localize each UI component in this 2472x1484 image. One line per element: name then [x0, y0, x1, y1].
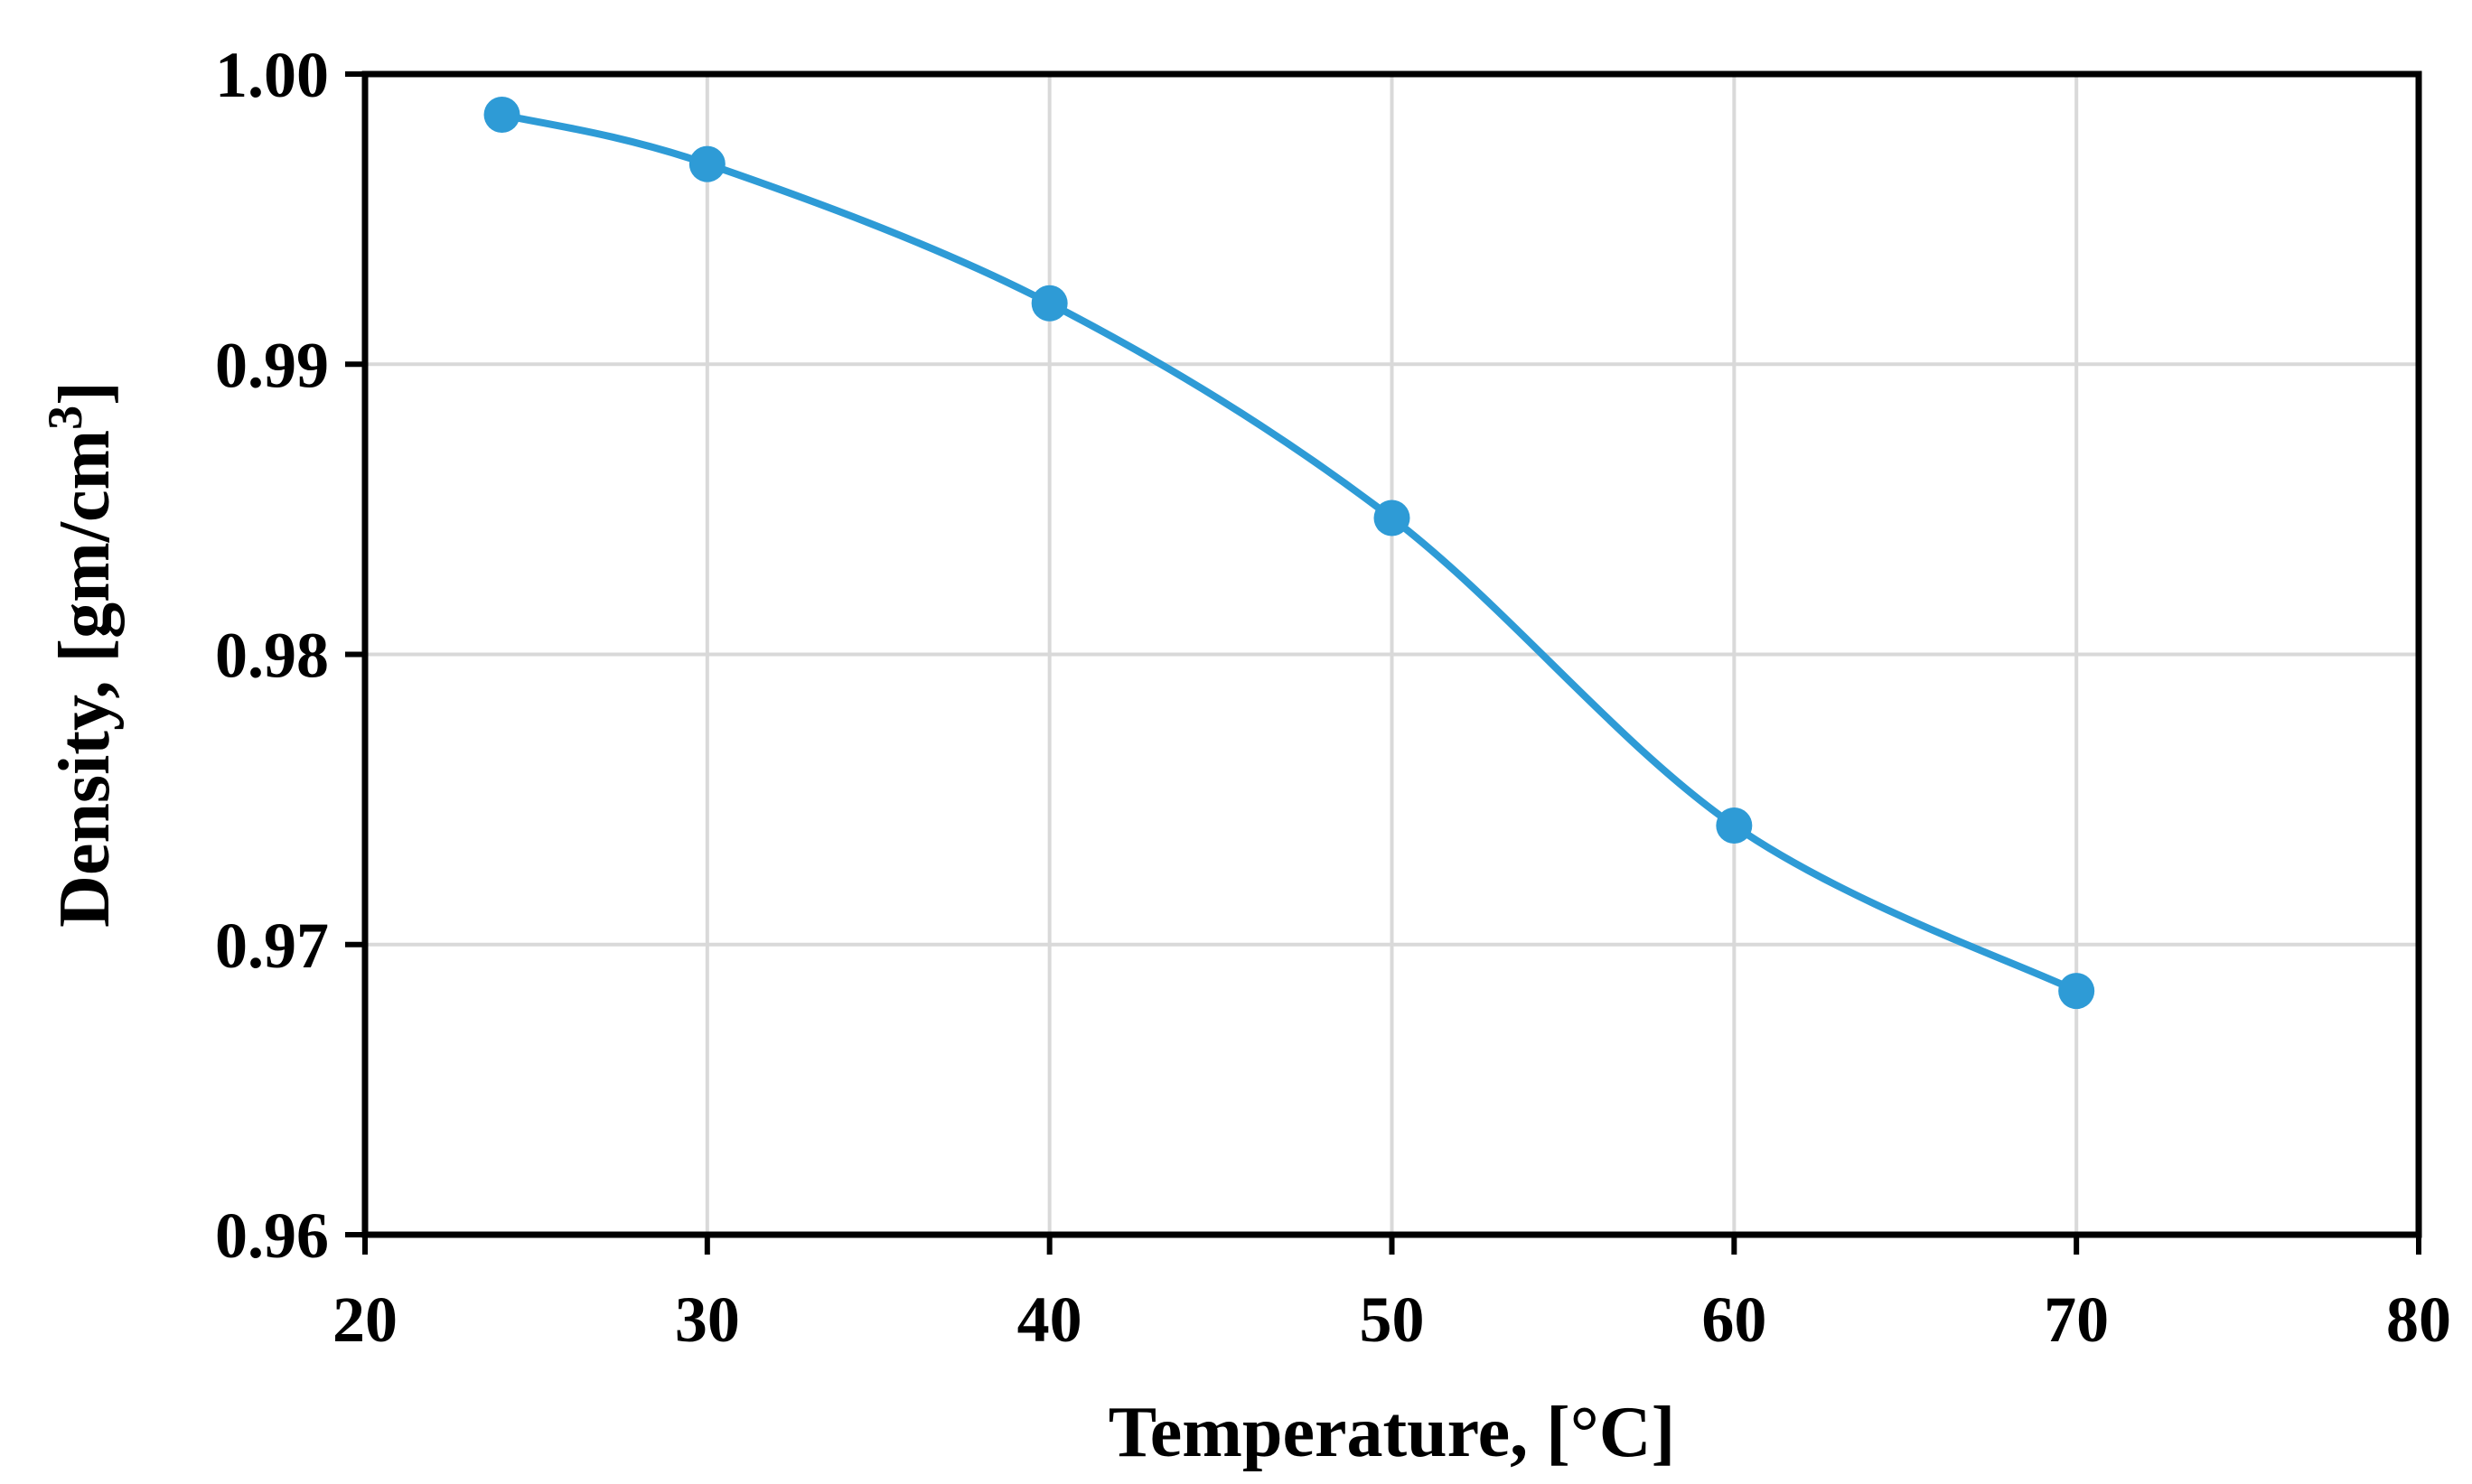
x-tick-label: 70 [2044, 1283, 2109, 1356]
x-tick-label: 60 [1701, 1283, 1766, 1356]
y-tick-label: 0.98 [215, 620, 329, 692]
data-point [1373, 499, 1410, 537]
y-axis-title-close: ] [45, 381, 125, 406]
x-tick-labels: 20 30 40 50 60 70 80 [332, 1283, 2451, 1356]
data-point [1031, 285, 1068, 322]
data-point [2058, 973, 2095, 1010]
x-tick-label: 80 [2386, 1283, 2451, 1356]
grid-lines [365, 72, 2419, 1235]
series-line-layer [498, 110, 2081, 995]
y-tick-label: 0.96 [215, 1199, 329, 1272]
data-point [483, 96, 520, 133]
y-tick-label: 0.97 [215, 910, 329, 982]
data-markers [483, 96, 2095, 1010]
y-tick-labels: 0.96 0.97 0.98 0.99 1.00 [215, 39, 329, 1272]
y-tick-label: 1.00 [215, 39, 329, 111]
data-point [688, 145, 726, 182]
axis-ticks [345, 71, 2421, 1255]
y-axis-title-superscript: 3 [38, 406, 92, 430]
series-line [498, 110, 2081, 995]
x-tick-label: 40 [1017, 1283, 1082, 1356]
x-axis-title: Temperature, [°C] [1109, 1393, 1675, 1472]
x-tick-label: 50 [1360, 1283, 1425, 1356]
y-axis-title: Density, [gm/cm3] [38, 381, 125, 928]
x-tick-label: 20 [332, 1283, 398, 1356]
y-tick-label: 0.99 [215, 329, 329, 401]
x-tick-label: 30 [675, 1283, 740, 1356]
y-axis-title-main: Density, [gm/cm [45, 430, 125, 928]
data-point [1716, 807, 1753, 845]
